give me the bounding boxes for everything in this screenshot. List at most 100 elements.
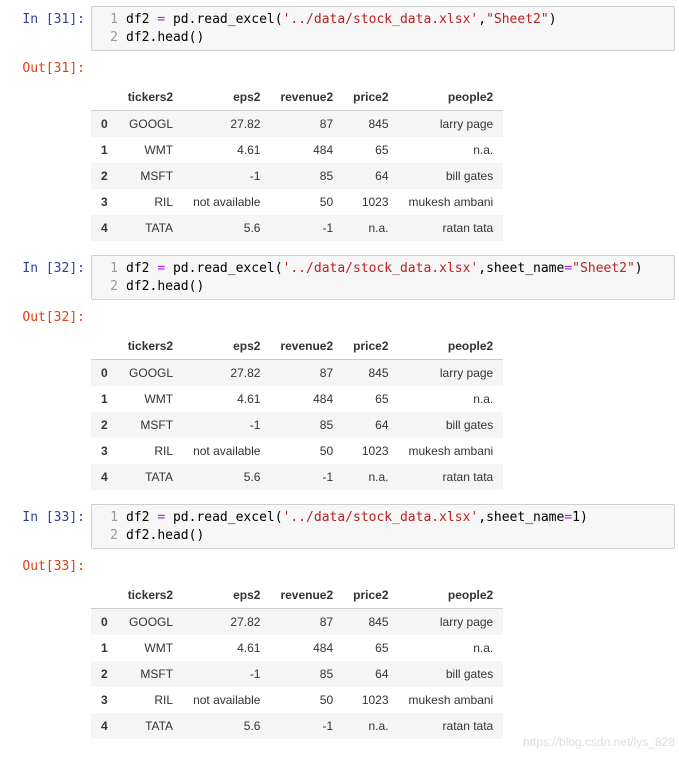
table-row: 2MSFT-18564bill gates bbox=[91, 163, 503, 189]
cell: 845 bbox=[343, 111, 398, 138]
cell: 64 bbox=[343, 163, 398, 189]
row-index: 4 bbox=[91, 215, 118, 241]
cell: not available bbox=[183, 189, 270, 215]
row-index: 4 bbox=[91, 464, 118, 490]
column-header: revenue2 bbox=[270, 333, 343, 360]
cell: WMT bbox=[118, 386, 183, 412]
cell: larry page bbox=[399, 360, 504, 387]
notebook: In [31]:1df2 = pd.read_excel('../data/st… bbox=[0, 4, 679, 751]
code-input[interactable]: 1df2 = pd.read_excel('../data/stock_data… bbox=[91, 6, 675, 51]
line-number: 1 bbox=[92, 11, 126, 29]
cell: bill gates bbox=[399, 412, 504, 438]
cell: 27.82 bbox=[183, 111, 270, 138]
code-input[interactable]: 1df2 = pd.read_excel('../data/stock_data… bbox=[91, 255, 675, 300]
cell: 64 bbox=[343, 661, 398, 687]
cell: ratan tata bbox=[399, 713, 504, 739]
cell: 4.61 bbox=[183, 635, 270, 661]
column-header bbox=[91, 84, 118, 111]
table-row: 1WMT4.6148465n.a. bbox=[91, 386, 503, 412]
cell: RIL bbox=[118, 438, 183, 464]
table-row: 4TATA5.6-1n.a.ratan tata bbox=[91, 464, 503, 490]
cell: 1023 bbox=[343, 438, 398, 464]
output-area bbox=[91, 304, 679, 318]
line-number: 2 bbox=[92, 29, 126, 47]
cell: 87 bbox=[270, 609, 343, 636]
in-prompt: In [32]: bbox=[0, 255, 91, 276]
table-row: 1WMT4.6148465n.a. bbox=[91, 137, 503, 163]
table-row: 2MSFT-18564bill gates bbox=[91, 412, 503, 438]
cell: WMT bbox=[118, 137, 183, 163]
cell: 484 bbox=[270, 635, 343, 661]
cell: n.a. bbox=[343, 713, 398, 739]
cell: 50 bbox=[270, 189, 343, 215]
line-number: 2 bbox=[92, 278, 126, 296]
column-header: eps2 bbox=[183, 84, 270, 111]
cell: not available bbox=[183, 687, 270, 713]
code-text: df2 = pd.read_excel('../data/stock_data.… bbox=[126, 509, 588, 527]
column-header: revenue2 bbox=[270, 582, 343, 609]
out-prompt: Out[32]: bbox=[0, 304, 91, 325]
cell: 85 bbox=[270, 661, 343, 687]
in-prompt: In [33]: bbox=[0, 504, 91, 525]
cell: TATA bbox=[118, 464, 183, 490]
row-index: 3 bbox=[91, 687, 118, 713]
out-prompt: Out[33]: bbox=[0, 553, 91, 574]
code-text: df2.head() bbox=[126, 29, 204, 47]
cell: 27.82 bbox=[183, 609, 270, 636]
code-text: df2 = pd.read_excel('../data/stock_data.… bbox=[126, 260, 643, 278]
code-text: df2 = pd.read_excel('../data/stock_data.… bbox=[126, 11, 557, 29]
cell: mukesh ambani bbox=[399, 189, 504, 215]
cell: 5.6 bbox=[183, 713, 270, 739]
cell: WMT bbox=[118, 635, 183, 661]
table-row: 4TATA5.6-1n.a.ratan tata bbox=[91, 713, 503, 739]
dataframe-table: tickers2eps2revenue2price2people20GOOGL2… bbox=[91, 84, 503, 241]
cell: n.a. bbox=[399, 386, 504, 412]
cell: 1023 bbox=[343, 189, 398, 215]
cell: 87 bbox=[270, 360, 343, 387]
cell: 27.82 bbox=[183, 360, 270, 387]
column-header: tickers2 bbox=[118, 582, 183, 609]
cell: not available bbox=[183, 438, 270, 464]
cell: ratan tata bbox=[399, 464, 504, 490]
cell: RIL bbox=[118, 687, 183, 713]
table-row: 2MSFT-18564bill gates bbox=[91, 661, 503, 687]
cell: n.a. bbox=[399, 635, 504, 661]
column-header: price2 bbox=[343, 582, 398, 609]
cell: bill gates bbox=[399, 661, 504, 687]
cell: -1 bbox=[270, 713, 343, 739]
cell: 5.6 bbox=[183, 215, 270, 241]
table-row: 4TATA5.6-1n.a.ratan tata bbox=[91, 215, 503, 241]
row-index: 3 bbox=[91, 438, 118, 464]
cell: larry page bbox=[399, 609, 504, 636]
line-number: 2 bbox=[92, 527, 126, 545]
cell: 85 bbox=[270, 163, 343, 189]
cell: -1 bbox=[270, 464, 343, 490]
column-header: eps2 bbox=[183, 582, 270, 609]
row-index: 1 bbox=[91, 635, 118, 661]
table-row: 1WMT4.6148465n.a. bbox=[91, 635, 503, 661]
table-row: 0GOOGL27.8287845larry page bbox=[91, 111, 503, 138]
out-prompt: Out[31]: bbox=[0, 55, 91, 76]
cell: -1 bbox=[270, 215, 343, 241]
line-number: 1 bbox=[92, 260, 126, 278]
table-row: 0GOOGL27.8287845larry page bbox=[91, 609, 503, 636]
cell: 5.6 bbox=[183, 464, 270, 490]
cell: n.a. bbox=[399, 137, 504, 163]
cell: 50 bbox=[270, 438, 343, 464]
row-index: 1 bbox=[91, 137, 118, 163]
line-number: 1 bbox=[92, 509, 126, 527]
code-input[interactable]: 1df2 = pd.read_excel('../data/stock_data… bbox=[91, 504, 675, 549]
table-row: 3RILnot available501023mukesh ambani bbox=[91, 438, 503, 464]
row-index: 2 bbox=[91, 163, 118, 189]
column-header: eps2 bbox=[183, 333, 270, 360]
column-header: people2 bbox=[399, 333, 504, 360]
cell: 1023 bbox=[343, 687, 398, 713]
cell: 65 bbox=[343, 137, 398, 163]
dataframe-table: tickers2eps2revenue2price2people20GOOGL2… bbox=[91, 582, 503, 739]
code-text: df2.head() bbox=[126, 527, 204, 545]
cell: 4.61 bbox=[183, 386, 270, 412]
cell: 64 bbox=[343, 412, 398, 438]
cell: MSFT bbox=[118, 412, 183, 438]
cell: MSFT bbox=[118, 661, 183, 687]
cell: 50 bbox=[270, 687, 343, 713]
